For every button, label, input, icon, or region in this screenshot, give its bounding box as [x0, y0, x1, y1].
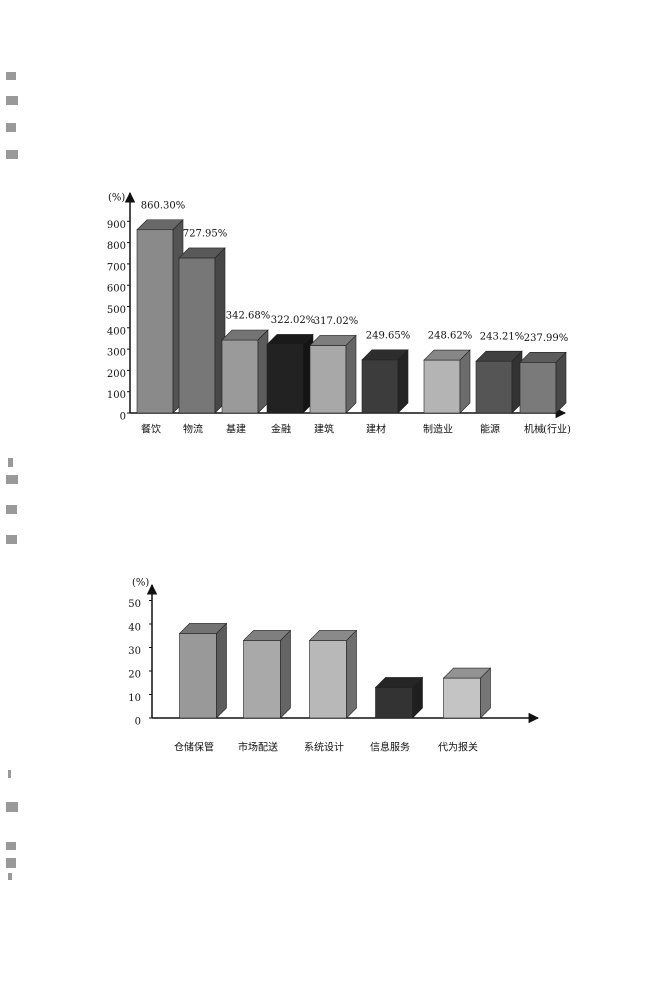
y-tick-label: 0 [135, 717, 141, 728]
bar [443, 677, 481, 719]
value-label: 342.68% [226, 311, 271, 322]
x-tick-label: 仓储保管 [174, 741, 214, 754]
value-label: 249.65% [366, 330, 411, 341]
value-label: 243.21% [480, 332, 525, 343]
bar [361, 359, 399, 414]
y-tick-label: 100 [107, 390, 126, 401]
value-label: 727.95% [183, 228, 228, 239]
bar [179, 633, 217, 719]
bar [519, 362, 557, 414]
x-tick-label: 制造业 [423, 423, 453, 436]
x-tick-label: 系统设计 [304, 741, 344, 754]
bar-side [216, 622, 227, 719]
y-tick-label: 500 [107, 305, 126, 316]
y-tick-label: 800 [107, 241, 126, 252]
value-label: 248.62% [428, 331, 473, 342]
x-tick-label: 金融 [271, 423, 291, 436]
y-axis-label: (%) [108, 193, 125, 204]
scan-artifacts [6, 72, 18, 880]
bar [178, 257, 216, 414]
x-tick-label: 建筑 [314, 423, 334, 436]
y-tick-label: 20 [128, 670, 141, 681]
x-tick-label: 物流 [183, 423, 203, 436]
bar-side [555, 351, 567, 414]
bar [309, 345, 347, 414]
bar-side [345, 334, 357, 414]
x-tick-label: 代为报关 [438, 741, 478, 754]
x-tick-label: 建材 [366, 423, 386, 436]
bar [136, 229, 174, 414]
bar [266, 344, 304, 414]
value-label: 237.99% [524, 333, 569, 344]
bar-side [459, 349, 471, 414]
bar-side [257, 329, 269, 414]
y-tick-label: 0 [120, 412, 126, 423]
y-tick-label: 40 [128, 623, 141, 634]
bar [375, 687, 413, 719]
y-axis-label: (%) [132, 578, 149, 589]
bar [475, 360, 513, 414]
x-tick-label: 餐饮 [141, 423, 161, 436]
value-label: 322.02% [271, 315, 316, 326]
bar-side [346, 629, 357, 719]
x-tick-label: 机械 [524, 423, 544, 436]
y-tick-label: 300 [107, 348, 126, 359]
bar-side [412, 676, 423, 719]
y-tick-label: 50 [128, 599, 141, 610]
bar-side [480, 667, 491, 719]
x-tick-label: 信息服务 [370, 741, 410, 754]
bar [309, 640, 347, 719]
y-tick-label: 200 [107, 369, 126, 380]
bar [243, 640, 281, 719]
y-tick-label: 700 [107, 262, 126, 273]
bar [221, 339, 259, 414]
x-tick-label: 市场配送 [238, 741, 278, 754]
y-tick-label: 30 [128, 646, 141, 657]
y-tick-label: 10 [128, 693, 141, 704]
bar [423, 359, 461, 414]
y-tick-label: 400 [107, 326, 126, 337]
bar-side [280, 629, 291, 719]
x-tick-label: 基建 [226, 423, 246, 436]
bar-side [397, 349, 409, 414]
x-axis-label: (行业) [543, 423, 571, 436]
value-label: 860.30% [141, 200, 186, 211]
y-tick-label: 900 [107, 220, 126, 231]
x-tick-label: 能源 [480, 423, 500, 436]
y-tick-label: 600 [107, 284, 126, 295]
value-label: 317.02% [314, 316, 359, 327]
